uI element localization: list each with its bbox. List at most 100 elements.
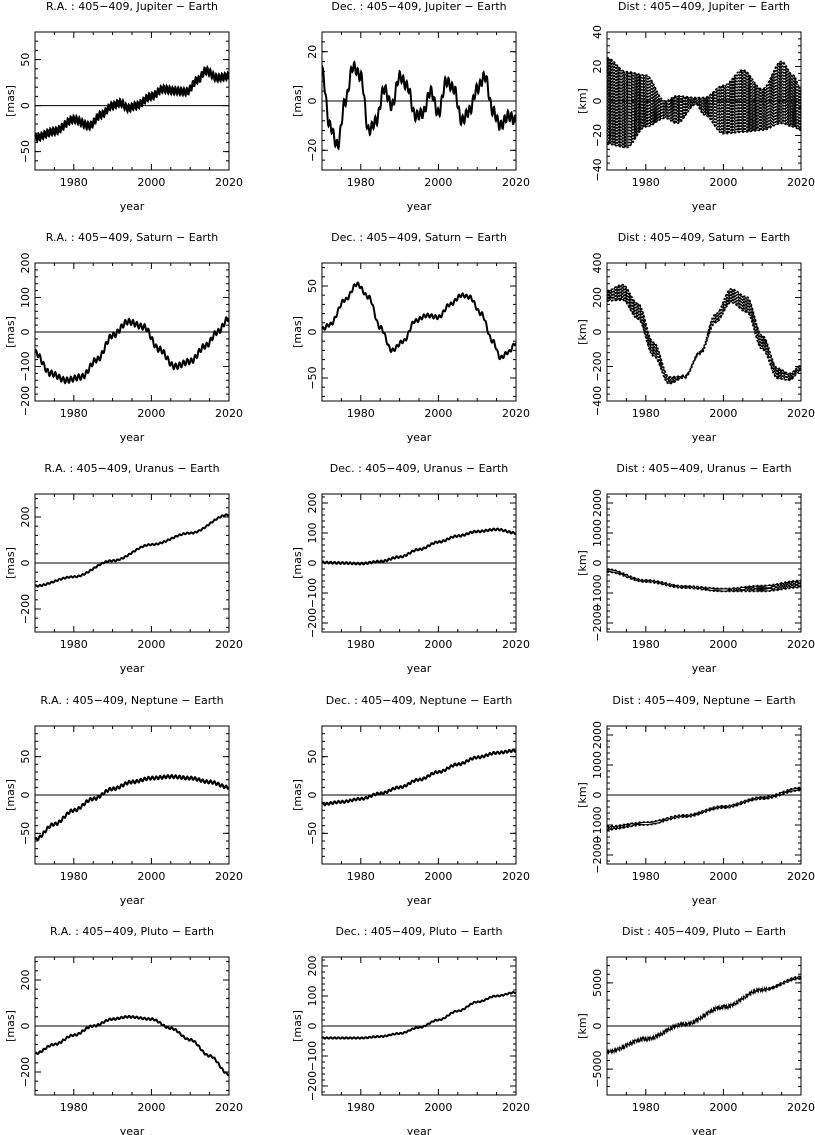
chart-5-xtick-label: 1980 [632,407,660,420]
chart-14: Dist : 405−409, Pluto − Earth 1980 2000 202… [576,925,815,1135]
chart-14-ytick-label: −5000 [591,1051,604,1088]
chart-9-ytick-label: 0 [19,792,32,799]
chart-6-ytick-label: −200 [19,594,32,624]
chart-0-title: R.A. : 405−409, Jupiter − Earth [46,0,218,13]
chart-2-xtick-label: 2000 [709,176,737,189]
chart-0-series-line [35,64,229,144]
chart-3-xlabel: year [120,431,145,444]
chart-8-band-upper [607,568,801,590]
chart-0-frame [34,31,230,171]
chart-8-xlabel: year [692,662,717,675]
chart-5-band-upper [607,283,801,378]
chart-13-ytick-label: −100 [306,1041,319,1071]
chart-10: Dec. : 405−409, Neptune − Earth 1980 2000 2… [291,694,530,907]
chart-8-title: Dist : 405−409, Uranus − Earth [616,462,791,475]
chart-11-xtick-label: 1980 [632,870,660,883]
chart-1-xtick-label: 1980 [347,176,375,189]
chart-7-ytick-label: −100 [306,578,319,608]
chart-7-xtick-label: 1980 [347,638,375,651]
chart-6-ytick-label: 0 [19,560,32,567]
chart-6-title: R.A. : 405−409, Uranus − Earth [44,462,219,475]
chart-14-ytick-label: 0 [591,1023,604,1030]
chart-1-ytick-label: −20 [306,139,319,162]
chart-4-ytick-label: 50 [306,279,319,293]
chart-11-xtick-label: 2020 [787,870,815,883]
chart-7-title: Dec. : 405−409, Uranus − Earth [330,462,508,475]
chart-2-ytick-label: 40 [591,25,604,39]
chart-5-band-lower [607,299,801,385]
chart-14-xtick-label: 2020 [787,1101,815,1114]
chart-7-series-line [322,527,516,566]
chart-8-ytick-label: −1000 [591,574,604,611]
chart-4-ylabel: [mas] [291,316,304,348]
chart-6-xtick-label: 1980 [60,638,88,651]
chart-8-xtick-label: 2000 [709,638,737,651]
chart-4-xtick-label: 2000 [424,407,452,420]
chart-1-ytick-label: 0 [306,98,319,105]
chart-11-ytick-label: 2000 [591,721,604,749]
chart-12-xtick-label: 1980 [60,1101,88,1114]
chart-2-ytick-label: −20 [591,124,604,147]
chart-6-xlabel: year [120,662,145,675]
chart-11-ylabel: [km] [576,782,589,808]
chart-11-ytick-label: 0 [591,792,604,799]
chart-6-ylabel: [mas] [4,547,17,579]
chart-4-ytick-label: −50 [306,366,319,389]
chart-8-ytick-label: 0 [591,560,604,567]
chart-2-series-band [607,57,801,148]
chart-7-xlabel: year [407,662,432,675]
chart-11-series-band [607,787,801,830]
chart-3-ytick-label: 100 [19,287,32,308]
chart-14-xlabel: year [692,1125,717,1135]
chart-8-ylabel: [km] [576,550,589,576]
chart-2-xlabel: year [692,200,717,213]
chart-13-series-line [322,990,516,1040]
chart-9-series-line [35,773,229,842]
chart-14-ytick-label: 5000 [591,969,604,997]
chart-13-ytick-label: −200 [306,1071,319,1101]
chart-5-title: Dist : 405−409, Saturn − Earth [618,231,791,244]
chart-12-xtick-label: 2000 [137,1101,165,1114]
chart-4-xtick-label: 2020 [502,407,530,420]
chart-0-xtick-label: 1980 [60,176,88,189]
chart-13-ytick-label: 0 [306,1023,319,1030]
chart-9-xtick-label: 2000 [137,870,165,883]
chart-2-ytick-label: 20 [591,60,604,74]
chart-2-ytick-label: −40 [591,158,604,181]
chart-4-series-line [322,281,516,361]
chart-9-xlabel: year [120,894,145,907]
chart-8-xtick-label: 2020 [787,638,815,651]
chart-2-band-upper [607,57,801,102]
chart-8-band-lower [607,571,801,593]
chart-5-xtick-label: 2020 [787,407,815,420]
chart-14-band-lower [607,978,801,1054]
chart-12-ylabel: [mas] [4,1010,17,1042]
chart-13-xtick-label: 1980 [347,1101,375,1114]
chart-0-ytick-label: 0 [19,102,32,109]
chart-9-ytick-label: 50 [19,750,32,764]
chart-10-ylabel: [mas] [291,779,304,811]
chart-5-xtick-label: 2000 [709,407,737,420]
chart-0-ytick-label: −50 [19,140,32,163]
chart-13-ytick-label: 100 [306,986,319,1007]
chart-12-ytick-label: 200 [19,970,32,991]
chart-0: R.A. : 405−409, Jupiter − Earth 1980 2000 2… [4,0,243,213]
chart-13-title: Dec. : 405−409, Pluto − Earth [335,925,502,938]
chart-3-ylabel: [mas] [4,316,17,348]
chart-10-ytick-label: −50 [306,822,319,845]
chart-8-xtick-label: 1980 [632,638,660,651]
chart-0-ytick-label: 50 [19,53,32,67]
chart-4-ytick-label: 0 [306,329,319,336]
chart-3-title: R.A. : 405−409, Saturn − Earth [46,231,219,244]
chart-3-xtick-label: 2000 [137,407,165,420]
chart-12-ytick-label: −200 [19,1057,32,1087]
chart-2-band-lower [607,103,801,149]
chart-5-xlabel: year [692,431,717,444]
chart-9-xtick-label: 2020 [215,870,243,883]
chart-9-title: R.A. : 405−409, Neptune − Earth [40,694,223,707]
chart-11-band-upper [607,786,801,827]
chart-1-xlabel: year [407,200,432,213]
